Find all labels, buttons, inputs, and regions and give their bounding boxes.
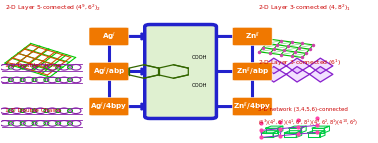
Text: 2-D Layer 5-connected $(4^9,6^2)_2$: 2-D Layer 5-connected $(4^9,6^2)_2$ [5,3,101,13]
FancyBboxPatch shape [89,97,129,116]
Text: 1-D Double Chains: 1-D Double Chains [5,108,61,113]
FancyBboxPatch shape [232,97,272,116]
FancyBboxPatch shape [232,27,272,46]
Text: COOH: COOH [192,55,207,60]
Text: 1-D Double Chains: 1-D Double Chains [5,63,61,68]
Polygon shape [263,67,286,82]
Text: Ag$^{I}$: Ag$^{I}$ [102,30,116,43]
FancyBboxPatch shape [232,62,272,81]
Text: 3-D network (3,4,5,6)-connected: 3-D network (3,4,5,6)-connected [258,107,347,112]
Polygon shape [286,58,310,74]
Polygon shape [286,67,310,82]
Polygon shape [263,58,286,74]
Polygon shape [310,58,333,74]
Text: Zn$^{II}$: Zn$^{II}$ [245,31,260,42]
FancyBboxPatch shape [89,27,129,46]
Text: $(4^3)(4^2,6^2)(4^1,6^2,8^1)(4^3,6^2,8^1)(4^{10},6^2)$: $(4^3)(4^2,6^2)(4^1,6^2,8^1)(4^3,6^2,8^1… [258,118,358,128]
FancyBboxPatch shape [145,25,217,118]
Text: Ag$^{I}$/abp: Ag$^{I}$/abp [93,65,125,78]
FancyBboxPatch shape [89,62,129,81]
Text: 2-D Layer 3-connected $(6^1)$: 2-D Layer 3-connected $(6^1)$ [258,57,341,68]
Text: COOH: COOH [192,83,207,88]
Text: Ag$^{I}$/4bpy: Ag$^{I}$/4bpy [90,100,127,113]
Text: 2-D Layer 3-connected $(4,8^2)_1$: 2-D Layer 3-connected $(4,8^2)_1$ [258,3,350,13]
Polygon shape [310,67,333,82]
Text: Zn$^{II}$/abp: Zn$^{II}$/abp [235,65,269,78]
Text: Zn$^{II}$/4bpy: Zn$^{II}$/4bpy [233,100,271,113]
